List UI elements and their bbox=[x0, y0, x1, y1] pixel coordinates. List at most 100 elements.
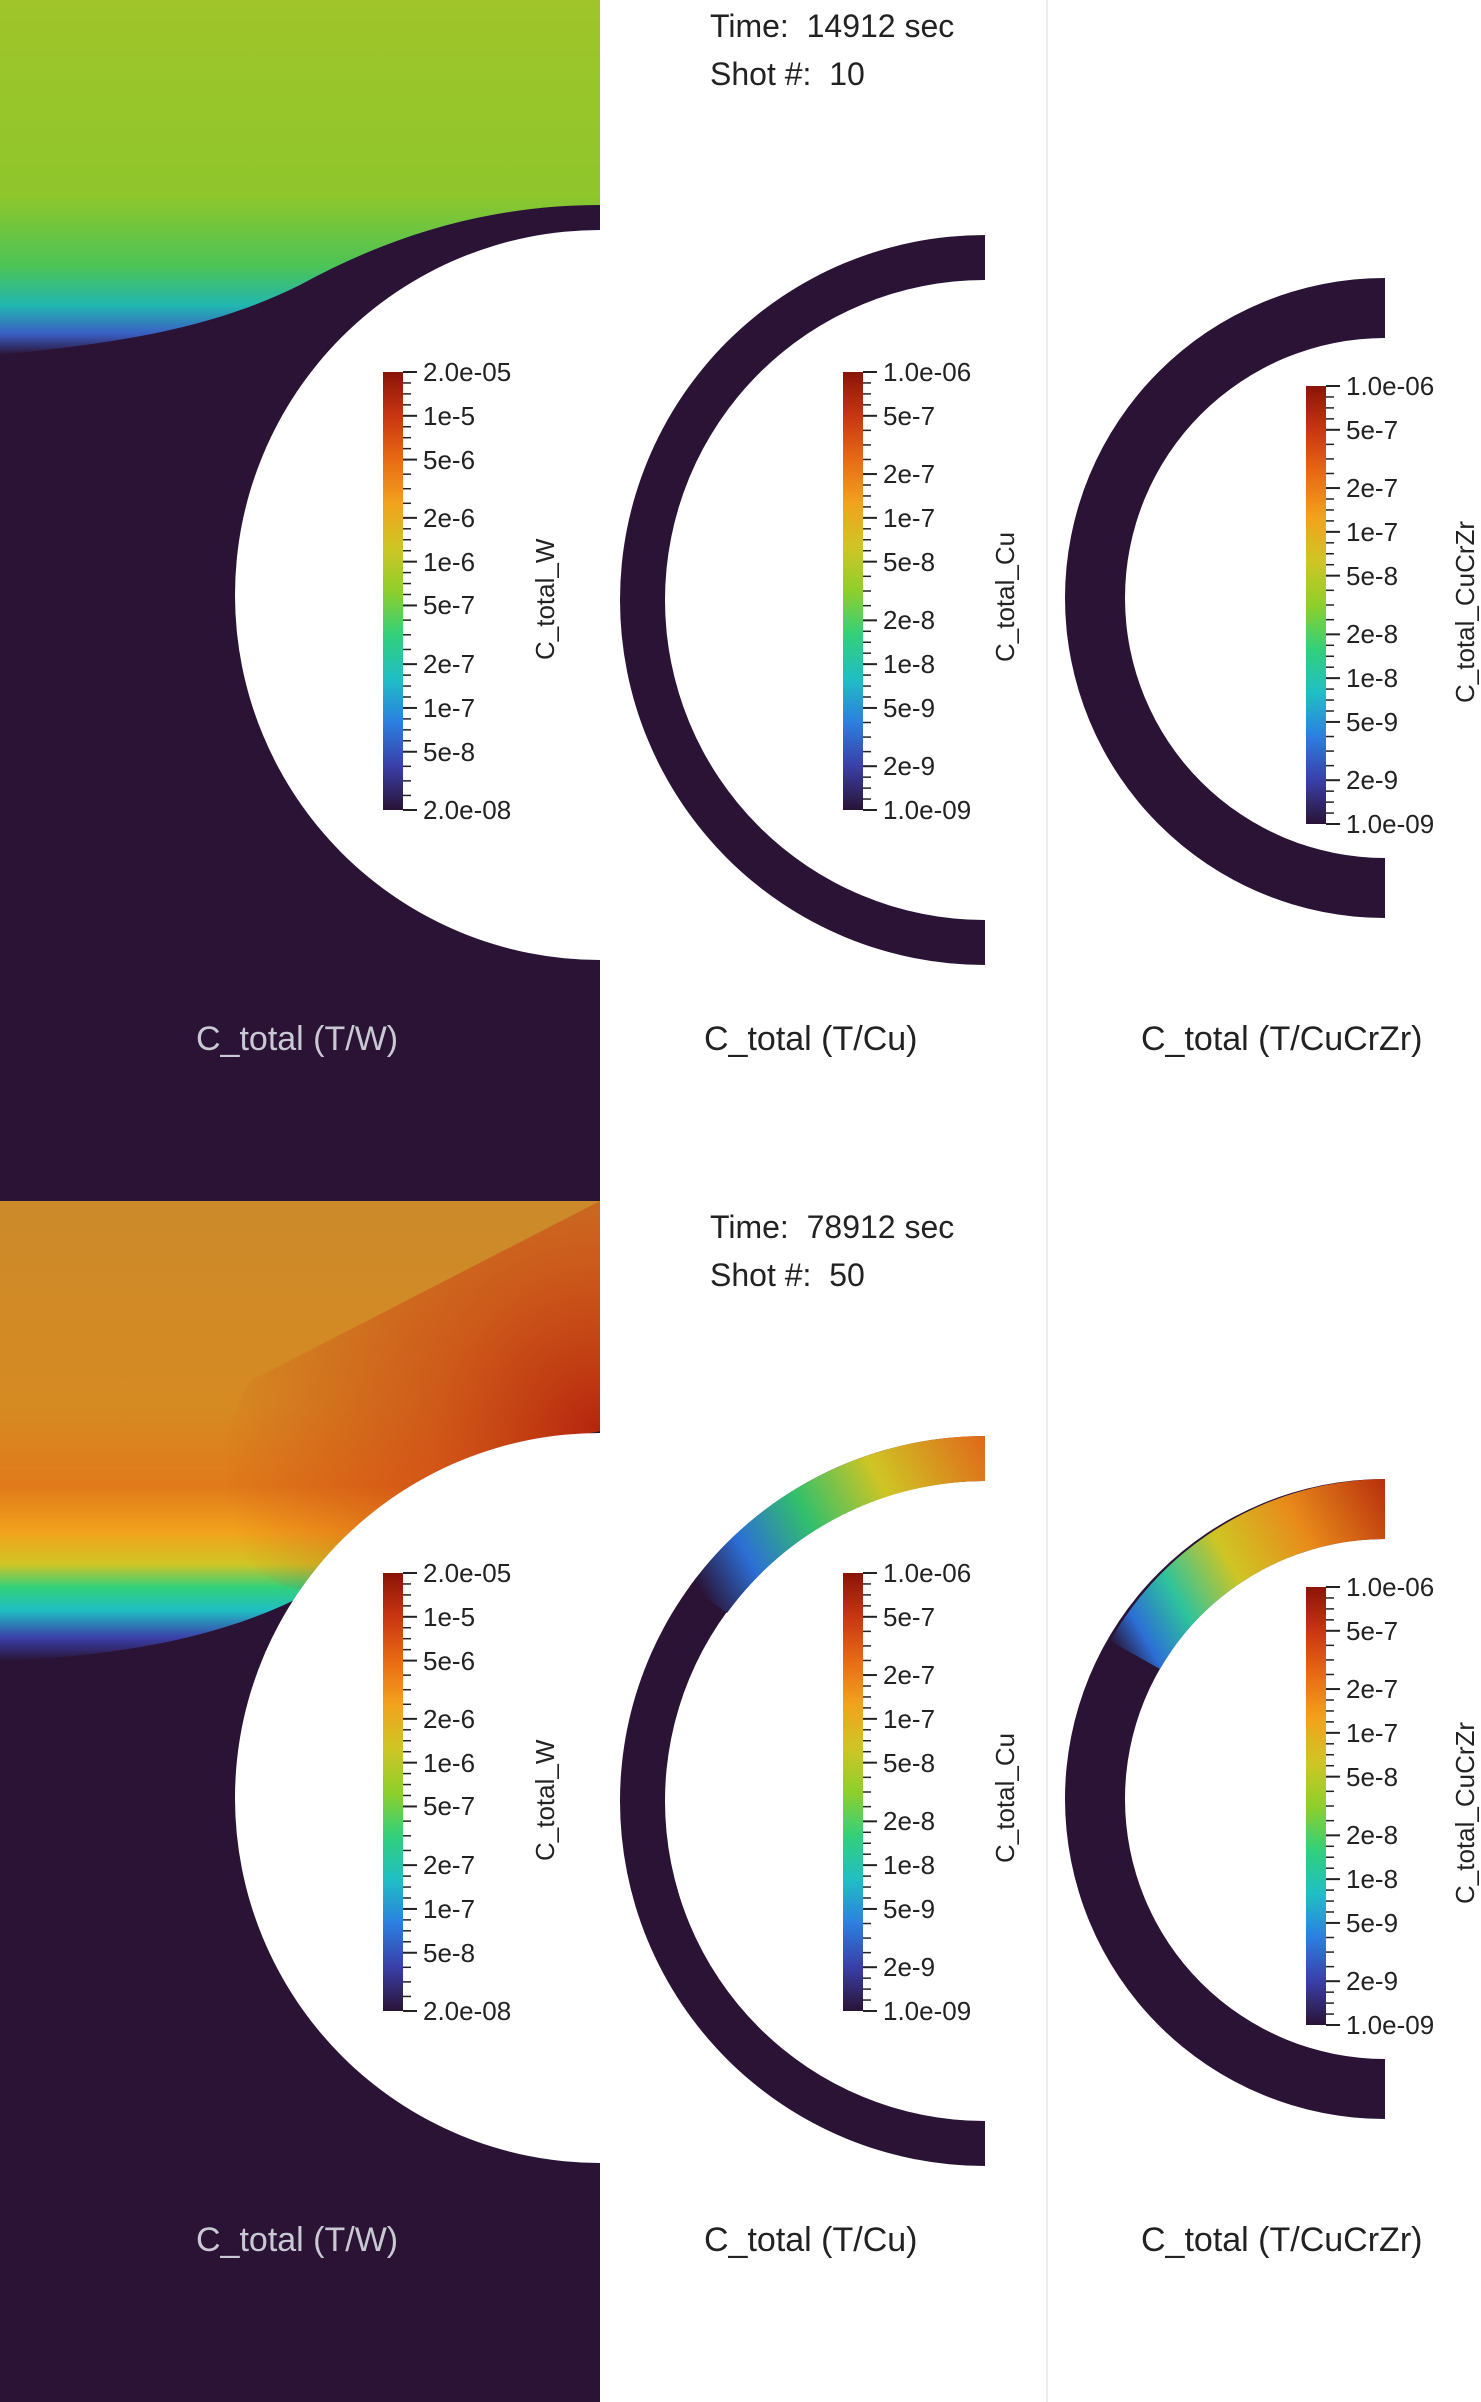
shot-value: 50 bbox=[829, 1257, 865, 1293]
colorbar-tick-label: 1e-7 bbox=[423, 1893, 476, 1924]
colorbar-title-cu: C_total_Cu bbox=[990, 1732, 1020, 1863]
colorbar-tick-label: 1e-7 bbox=[883, 502, 936, 533]
colorbar-tick-label: 1.0e-09 bbox=[1346, 2010, 1435, 2040]
colorbar-cucrzr bbox=[1306, 1586, 1340, 2026]
tungsten-panel bbox=[0, 0, 600, 1201]
cu-arc bbox=[620, 235, 985, 965]
panel-divider bbox=[1046, 0, 1048, 1201]
snapshot-shot-10: Time: 14912 sec Shot #: 10 C_total (T/W)… bbox=[0, 0, 1481, 1201]
panel-label-cucrzr: C_total (T/CuCrZr) bbox=[1141, 2221, 1423, 2259]
colorbar-tick-label: 5e-9 bbox=[883, 1893, 936, 1924]
colorbar-title-w: C_total_W bbox=[530, 538, 560, 660]
colorbar-tick-label: 1e-7 bbox=[423, 692, 476, 723]
time-shot-info: Time: 14912 sec Shot #: 10 bbox=[710, 2, 954, 98]
colorbar-tick-label: 5e-8 bbox=[1346, 560, 1399, 591]
colorbar-ticks bbox=[863, 1572, 877, 2012]
colorbar-tick-label: 5e-7 bbox=[423, 590, 476, 621]
colorbar-tick-label: 5e-8 bbox=[423, 736, 476, 767]
panel-label-w: C_total (T/W) bbox=[196, 2221, 399, 2259]
colorbar-tick-label: 1e-6 bbox=[423, 1747, 476, 1778]
colorbar-tick-label: 1e-8 bbox=[1346, 1864, 1399, 1895]
colorbar-cu bbox=[843, 371, 877, 811]
time-shot-info: Time: 78912 sec Shot #: 50 bbox=[710, 1203, 954, 1299]
colorbar-title-w: C_total_W bbox=[530, 1739, 560, 1861]
colorbar-tick-label: 1.0e-06 bbox=[1346, 1572, 1435, 1602]
panel-label-w: C_total (T/W) bbox=[196, 1020, 399, 1058]
colorbar-tick-label: 1e-8 bbox=[1346, 663, 1399, 694]
panel-label-cucrzr: C_total (T/CuCrZr) bbox=[1141, 1020, 1423, 1058]
colorbar-tick-label: 2.0e-05 bbox=[423, 357, 512, 387]
colorbar-ticks bbox=[403, 1572, 417, 2012]
colorbar-tick-label: 2e-9 bbox=[883, 751, 936, 782]
cucrzr-arc bbox=[1065, 278, 1385, 918]
w-surface-concentration bbox=[0, 0, 600, 355]
colorbar-tick-label: 5e-7 bbox=[423, 1791, 476, 1822]
w-pipe-cutout bbox=[235, 1433, 600, 2163]
colorbar-tick-label: 2e-8 bbox=[883, 605, 936, 636]
panel-divider bbox=[1046, 1201, 1048, 2402]
colorbar-tick-label: 5e-9 bbox=[1346, 1907, 1399, 1938]
panel-label-cu: C_total (T/Cu) bbox=[704, 1020, 918, 1058]
colorbar-tick-label: 1e-6 bbox=[423, 546, 476, 577]
time-label: Time: bbox=[710, 8, 789, 44]
colorbar-title-cucrzr: C_total_CuCrZr bbox=[1450, 1721, 1480, 1904]
colorbar-tick-label: 5e-7 bbox=[883, 400, 936, 431]
colorbar-tick-label: 2.0e-08 bbox=[423, 795, 512, 825]
colorbar-ticks bbox=[863, 371, 877, 811]
colorbar-ticks bbox=[403, 371, 417, 811]
colorbar-tick-label: 5e-8 bbox=[883, 1747, 936, 1778]
snapshot-shot-50: Time: 78912 sec Shot #: 50 C_total (T/W)… bbox=[0, 1201, 1481, 2402]
colorbar-ticks bbox=[1326, 385, 1340, 825]
colorbar-tick-label: 2e-6 bbox=[423, 1703, 476, 1734]
colorbar-tick-label: 2e-6 bbox=[423, 502, 476, 533]
tungsten-panel bbox=[0, 1201, 600, 2402]
colorbar-tick-label: 1e-7 bbox=[1346, 1717, 1399, 1748]
shot-row: Shot #: 50 bbox=[710, 1251, 954, 1299]
colorbar-tick-label: 2e-8 bbox=[1346, 1820, 1399, 1851]
time-label: Time: bbox=[710, 1209, 789, 1245]
colorbar-tick-label: 1.0e-06 bbox=[883, 1558, 972, 1588]
colorbar-tick-label: 5e-8 bbox=[1346, 1761, 1399, 1792]
colorbar-tick-label: 2.0e-08 bbox=[423, 1996, 512, 2026]
colorbar-cu bbox=[843, 1572, 877, 2012]
w-pipe-cutout bbox=[235, 230, 600, 960]
cu-arc bbox=[620, 1436, 985, 2166]
shot-value: 10 bbox=[829, 56, 865, 92]
colorbar-tick-label: 5e-7 bbox=[1346, 1615, 1399, 1646]
colorbar-tick-label: 2e-9 bbox=[1346, 765, 1399, 796]
colorbar-tick-label: 2e-9 bbox=[883, 1952, 936, 1983]
colorbar-tick-label: 1e-7 bbox=[883, 1703, 936, 1734]
colorbar-tick-label: 2e-8 bbox=[883, 1806, 936, 1837]
colorbar-tick-label: 1.0e-06 bbox=[1346, 371, 1435, 401]
colorbar-tick-label: 1.0e-09 bbox=[883, 795, 972, 825]
shot-label: Shot #: bbox=[710, 1257, 812, 1293]
shot-label: Shot #: bbox=[710, 56, 812, 92]
colorbar-tick-label: 2e-7 bbox=[423, 1850, 476, 1881]
time-row: Time: 14912 sec bbox=[710, 2, 954, 50]
colorbar-tick-label: 1.0e-06 bbox=[883, 357, 972, 387]
snapshot-render bbox=[0, 1201, 1385, 2402]
time-row: Time: 78912 sec bbox=[710, 1203, 954, 1251]
colorbar-w bbox=[383, 1572, 417, 2012]
colorbar-tick-label: 1e-8 bbox=[883, 1850, 936, 1881]
colorbar-tick-label: 2e-7 bbox=[883, 1660, 936, 1691]
colorbar-tick-label: 2e-8 bbox=[1346, 619, 1399, 650]
colorbar-tick-label: 1e-5 bbox=[423, 1601, 476, 1632]
colorbar-tick-label: 1e-7 bbox=[1346, 516, 1399, 547]
colorbar-tick-label: 2e-7 bbox=[1346, 473, 1399, 504]
w-hot-region bbox=[222, 1201, 600, 1589]
colorbar-tick-label: 1.0e-09 bbox=[883, 1996, 972, 2026]
colorbar-tick-label: 1e-8 bbox=[883, 649, 936, 680]
colorbar-cucrzr bbox=[1306, 385, 1340, 825]
colorbar-tick-label: 2e-7 bbox=[1346, 1674, 1399, 1705]
colorbar-tick-label: 5e-6 bbox=[423, 1645, 476, 1676]
colorbar-tick-label: 2e-7 bbox=[423, 649, 476, 680]
colorbar-tick-label: 5e-7 bbox=[883, 1601, 936, 1632]
colorbar-tick-label: 1e-5 bbox=[423, 400, 476, 431]
colorbar-tick-label: 2e-9 bbox=[1346, 1966, 1399, 1997]
colorbar-ticks bbox=[1326, 1586, 1340, 2026]
colorbar-tick-label: 5e-9 bbox=[883, 692, 936, 723]
shot-row: Shot #: 10 bbox=[710, 50, 954, 98]
snapshot-render bbox=[0, 0, 1385, 1201]
colorbar-w bbox=[383, 371, 417, 811]
